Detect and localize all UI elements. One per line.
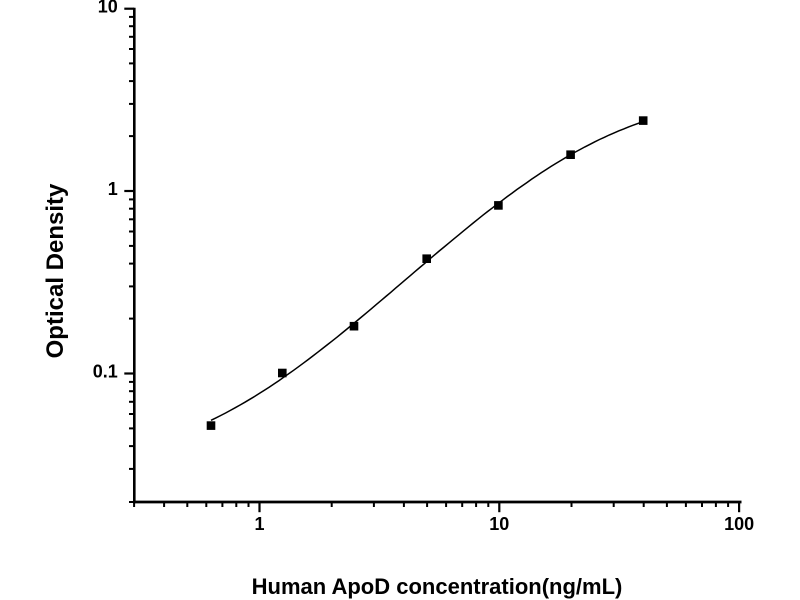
svg-text:1: 1 [108, 179, 118, 199]
svg-text:Optical Density: Optical Density [42, 183, 69, 358]
svg-text:Human ApoD concentration(ng/mL: Human ApoD concentration(ng/mL) [252, 574, 623, 599]
svg-text:1: 1 [254, 514, 264, 534]
svg-text:10: 10 [489, 514, 509, 534]
svg-text:10: 10 [98, 0, 118, 17]
svg-text:100: 100 [724, 514, 754, 534]
svg-text:0.1: 0.1 [93, 362, 118, 382]
